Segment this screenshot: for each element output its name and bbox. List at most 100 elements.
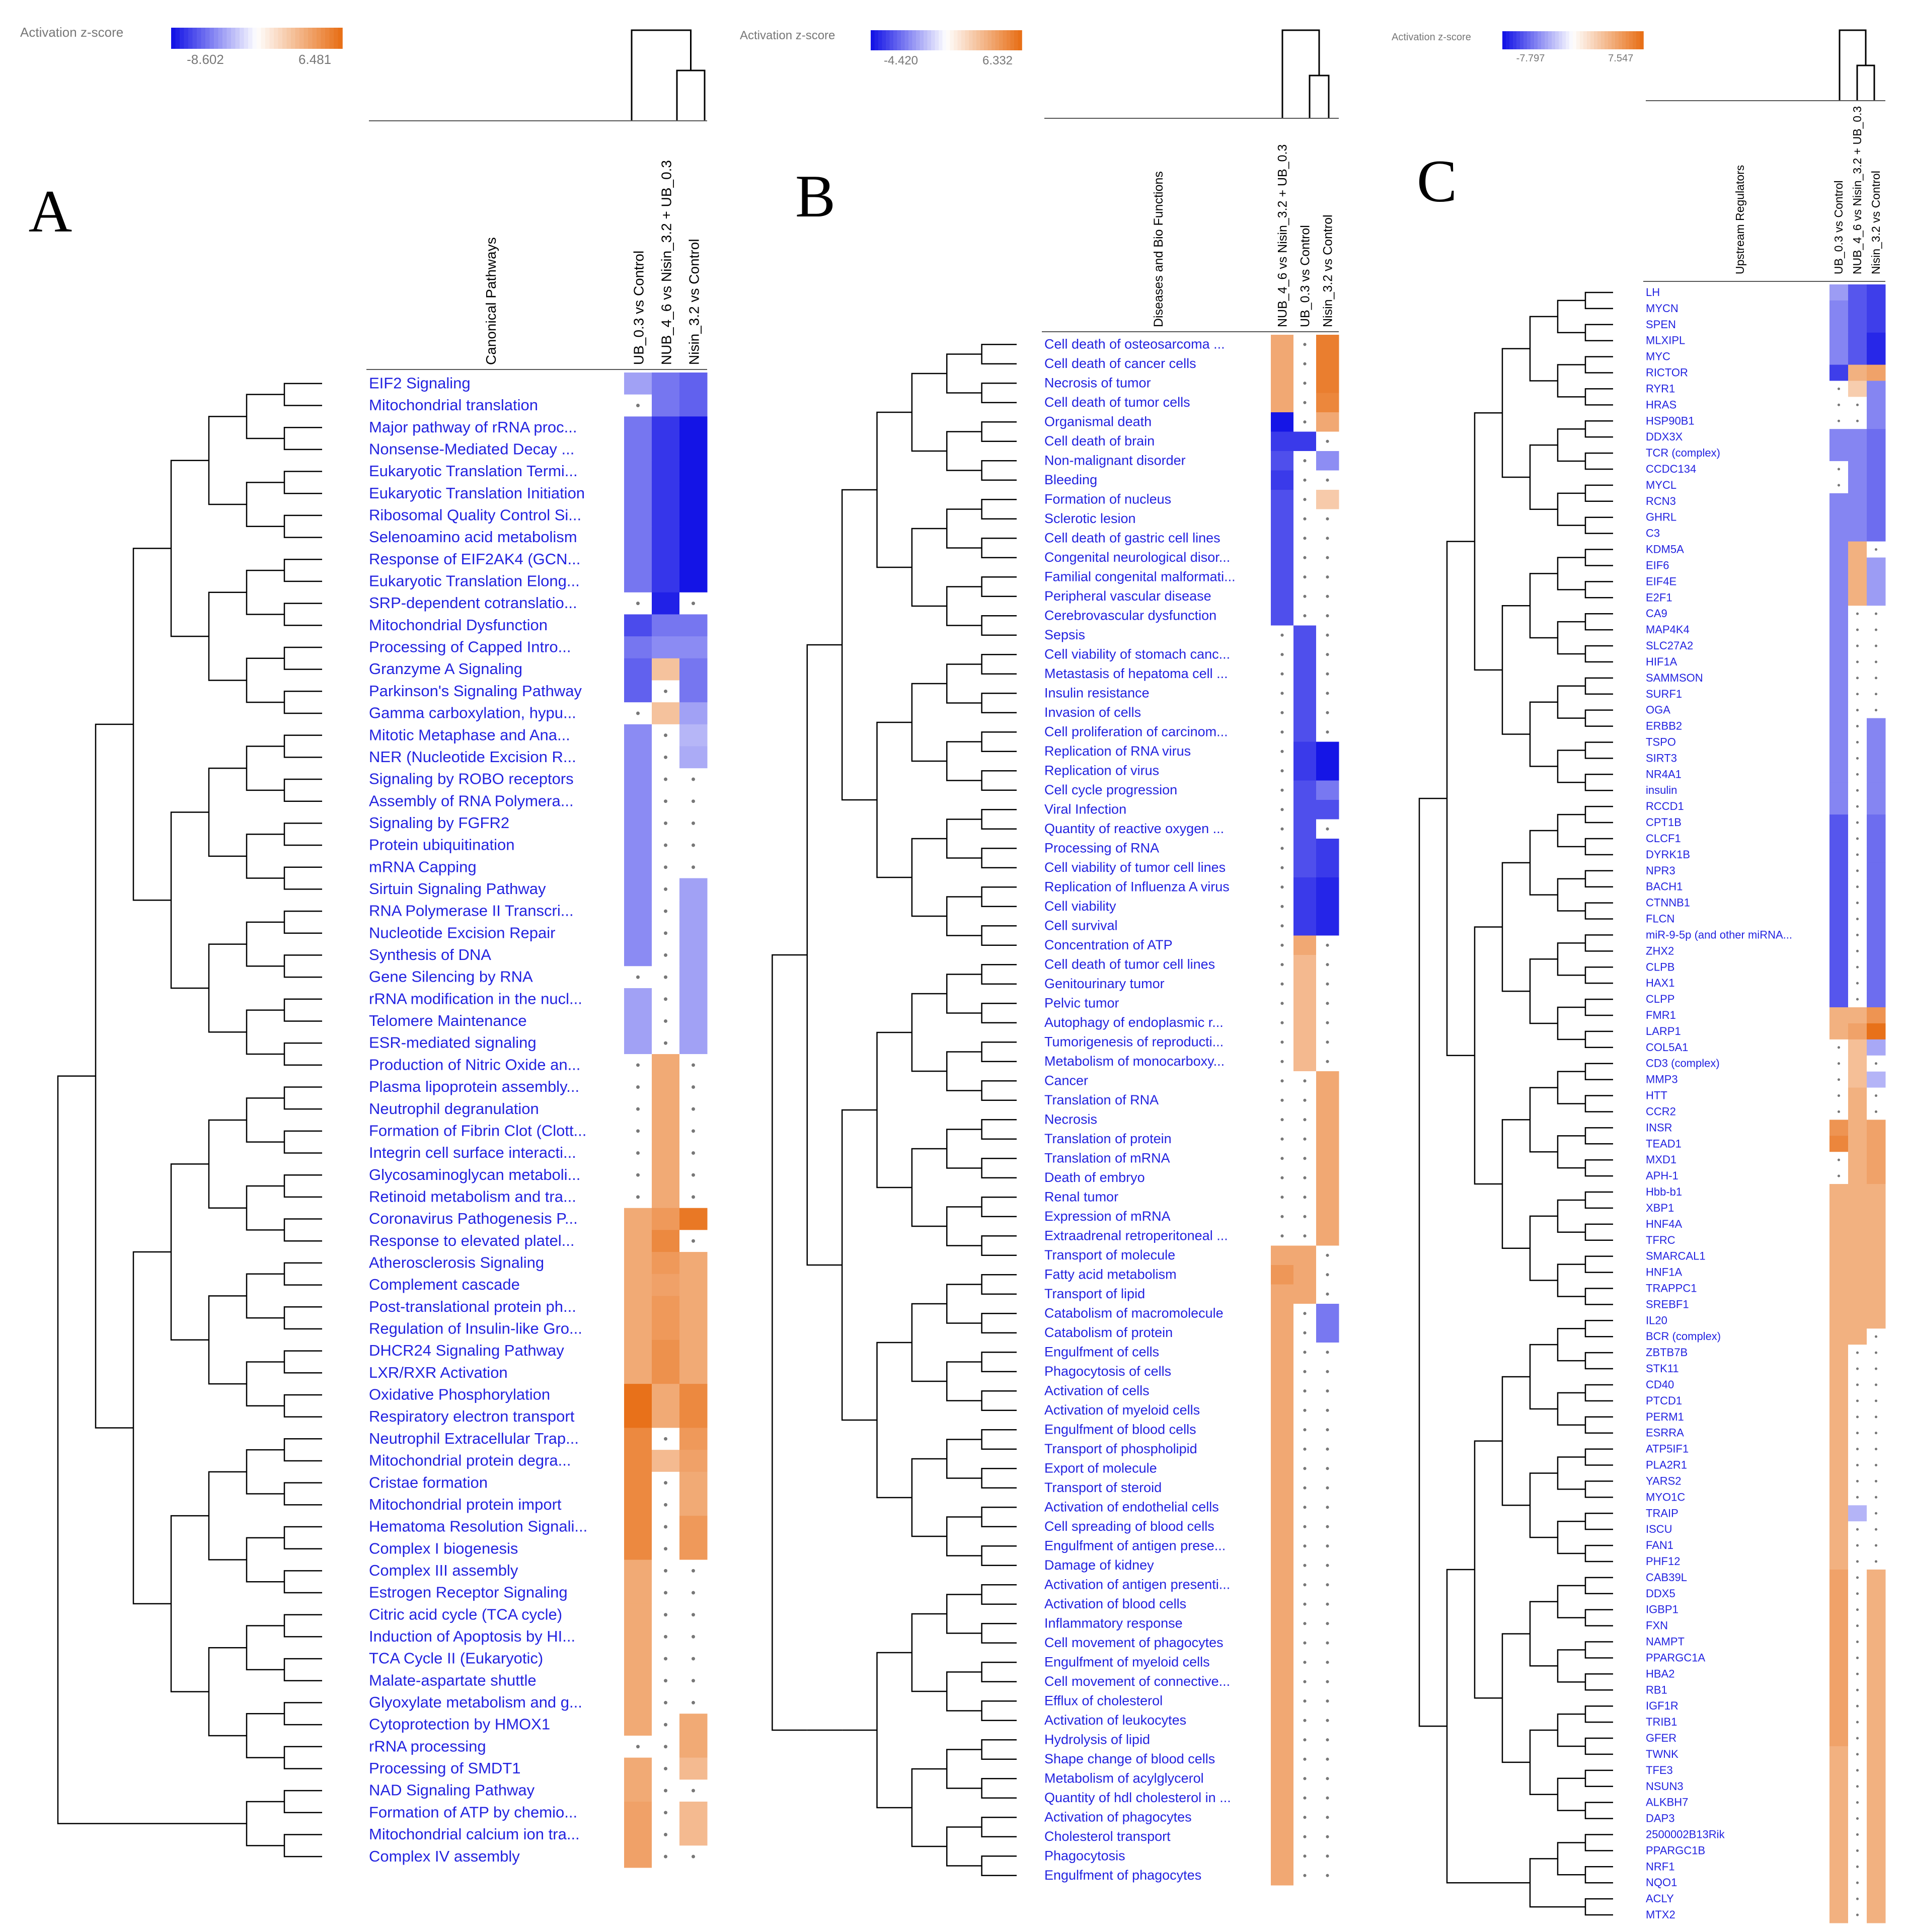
row-dendrogram-branch: [981, 848, 1017, 868]
no-value-dot: [1303, 1118, 1307, 1122]
no-value-dot: [636, 1107, 640, 1111]
no-value-dot: [692, 1789, 695, 1793]
heatmap-cell: [1848, 429, 1867, 445]
heatmap-cell: [1293, 1245, 1317, 1266]
legend-gradient-segment: [235, 28, 240, 49]
row-label: Integrin cell surface interacti...: [369, 1144, 576, 1161]
row-label: NRF1: [1646, 1860, 1674, 1873]
no-value-dot: [692, 799, 695, 803]
row-label: Engulfment of cells: [1044, 1345, 1159, 1360]
row-label: SREBF1: [1646, 1298, 1689, 1310]
row-label: MXD1: [1646, 1153, 1676, 1166]
legend-gradient-segment: [1010, 30, 1015, 50]
no-value-dot: [1856, 660, 1859, 663]
legend-gradient-segment: [987, 30, 992, 50]
legend-gradient-segment: [950, 30, 954, 50]
heatmap-cell: [1271, 1439, 1294, 1459]
heatmap-cell: [1829, 1875, 1849, 1891]
legend-gradient-segment: [222, 28, 227, 49]
heatmap-cell: [1271, 1420, 1294, 1440]
no-value-dot: [1856, 1351, 1859, 1354]
heatmap-cell: [1867, 1650, 1886, 1666]
heatmap-cell: [652, 1296, 680, 1318]
row-label: TFRC: [1646, 1234, 1675, 1246]
row-label: SIRT3: [1646, 752, 1677, 764]
no-value-dot: [1837, 1094, 1841, 1097]
legend-max-label: 7.547: [1608, 53, 1633, 64]
legend-gradient-segment: [192, 28, 197, 49]
no-value-dot: [1303, 595, 1307, 598]
row-label: Coronavirus Pathogenesis P...: [369, 1210, 578, 1227]
no-value-dot: [1326, 1835, 1329, 1838]
row-label: Sepsis: [1044, 627, 1085, 642]
panel-letter: C: [1417, 147, 1457, 214]
no-value-dot: [1856, 740, 1859, 744]
row-label: Major pathway of rRNA proc...: [369, 418, 577, 436]
legend-gradient-segment: [1014, 30, 1019, 50]
no-value-dot: [1280, 1215, 1284, 1218]
no-value-dot: [1326, 1273, 1329, 1277]
heatmap-cell: [679, 636, 708, 659]
no-value-dot: [1856, 853, 1859, 856]
no-value-dot: [1326, 1680, 1329, 1683]
row-label: Hydrolysis of lipid: [1044, 1732, 1150, 1747]
heatmap-cell: [1316, 393, 1339, 413]
heatmap-cell: [679, 1296, 708, 1318]
row-label: Cell survival: [1044, 918, 1118, 933]
no-value-dot: [1326, 575, 1329, 579]
legend-gradient-segment: [252, 28, 257, 49]
row-label: IL20: [1646, 1314, 1667, 1326]
heatmap-cell: [1867, 1216, 1886, 1233]
no-value-dot: [692, 865, 695, 869]
no-value-dot: [692, 1679, 695, 1683]
row-dendrogram-branch: [981, 731, 1017, 752]
heatmap-cell: [1829, 1280, 1849, 1297]
heatmap-cell: [1829, 541, 1849, 558]
heatmap-cell: [1829, 1425, 1849, 1442]
heatmap-cell: [624, 1559, 652, 1582]
row-label: Cholesterol transport: [1044, 1829, 1171, 1844]
heatmap-cell: [1293, 819, 1317, 839]
heatmap-cell: [624, 373, 652, 395]
row-label: Metabolism of acylglycerol: [1044, 1771, 1204, 1786]
legend-gradient-segment: [946, 30, 951, 50]
row-label: Renal tumor: [1044, 1190, 1118, 1205]
no-value-dot: [692, 1700, 695, 1704]
no-value-dot: [1303, 1351, 1307, 1354]
no-value-dot: [1874, 1463, 1878, 1467]
no-value-dot: [1303, 1525, 1307, 1528]
heatmap-cell: [1316, 1149, 1339, 1168]
heatmap-cell: [1829, 1907, 1849, 1923]
row-label: SRP-dependent cotranslatio...: [369, 594, 577, 612]
heatmap-cell: [1867, 831, 1886, 847]
legend-gradient-segment: [180, 28, 185, 49]
heatmap-cell: [1848, 1328, 1867, 1345]
heatmap-cell: [1829, 1120, 1849, 1136]
no-value-dot: [1856, 419, 1859, 422]
no-value-dot: [1326, 1583, 1329, 1587]
no-value-dot: [1326, 1292, 1329, 1296]
row-label: Plasma lipoprotein assembly...: [369, 1078, 579, 1095]
heatmap-cell: [1867, 895, 1886, 912]
no-value-dot: [1280, 1021, 1284, 1024]
legend-max-label: 6.332: [982, 54, 1013, 67]
no-value-dot: [1856, 1383, 1859, 1386]
row-dendrogram-branch: [981, 1235, 1017, 1256]
no-value-dot: [1303, 1408, 1307, 1412]
heatmap-cell: [1867, 573, 1886, 590]
no-value-dot: [1303, 1719, 1307, 1722]
heatmap-cell: [1829, 1537, 1849, 1554]
heatmap-cell: [1848, 1200, 1867, 1217]
heatmap-cell: [1316, 741, 1339, 762]
heatmap-cell: [1867, 1633, 1886, 1650]
row-label: TRIB1: [1646, 1716, 1677, 1728]
heatmap-cell: [1316, 858, 1339, 878]
row-label: Eukaryotic Translation Elong...: [369, 572, 580, 590]
no-value-dot: [1280, 1041, 1284, 1044]
heatmap-cell: [624, 1823, 652, 1846]
heatmap-cell: [1829, 445, 1849, 462]
no-value-dot: [1874, 1351, 1878, 1354]
heatmap-cell: [1293, 431, 1317, 452]
row-label: PPARGC1A: [1646, 1651, 1706, 1664]
heatmap-cell: [1271, 1575, 1294, 1595]
